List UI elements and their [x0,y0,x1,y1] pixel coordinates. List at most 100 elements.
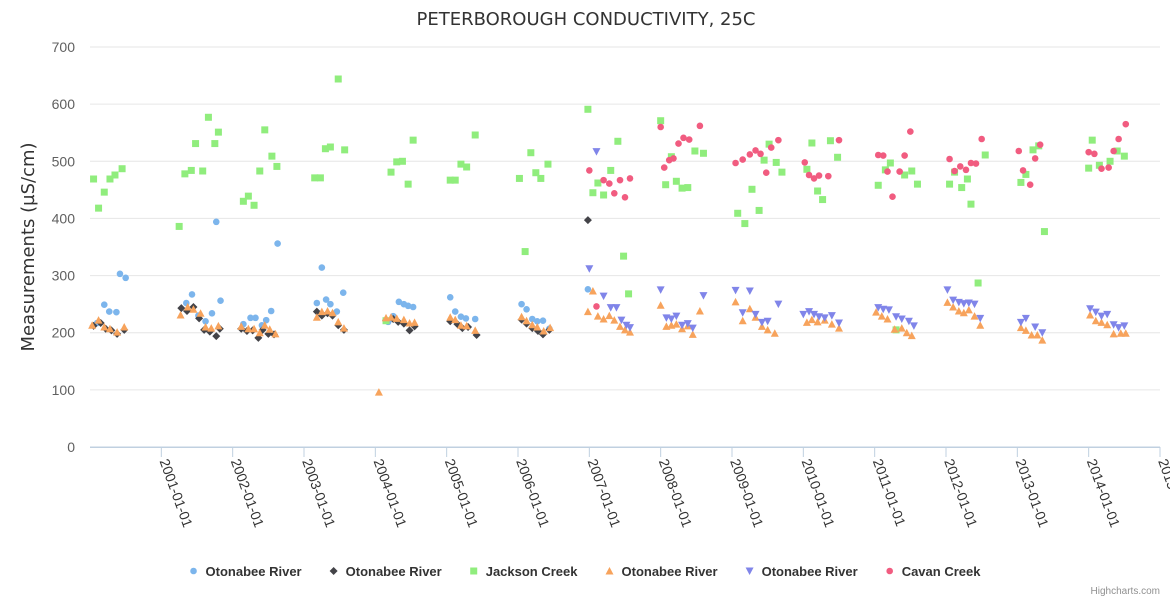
legend-symbol[interactable] [605,567,614,575]
data-point[interactable] [1086,311,1095,319]
data-point[interactable] [904,317,913,326]
data-point[interactable] [746,151,754,158]
data-point[interactable] [316,174,324,182]
data-point[interactable] [889,193,896,201]
data-point[interactable] [605,311,614,320]
legend-item[interactable]: Otonabee River [329,564,442,579]
data-point[interactable] [976,321,985,329]
data-point[interactable] [752,147,759,154]
data-point[interactable] [778,168,786,176]
data-point[interactable] [606,180,613,187]
data-point[interactable] [684,184,692,192]
data-point[interactable] [446,176,454,184]
data-point[interactable] [964,299,973,308]
data-point[interactable] [1098,165,1105,173]
data-point[interactable] [318,264,326,271]
data-point[interactable] [533,323,542,331]
data-point[interactable] [451,176,459,184]
data-point[interactable] [244,324,253,333]
data-point[interactable] [699,292,708,300]
data-point[interactable] [1091,308,1100,317]
data-point[interactable] [334,317,343,326]
data-point[interactable] [202,317,209,325]
data-point[interactable] [763,325,772,334]
data-point[interactable] [322,296,330,303]
data-point[interactable] [622,321,631,330]
data-point[interactable] [872,308,881,316]
data-point[interactable] [323,307,332,315]
data-point[interactable] [763,317,772,326]
data-point[interactable] [813,317,822,326]
data-point[interactable] [515,174,523,182]
data-point[interactable] [946,155,953,163]
legend-symbol[interactable] [886,567,893,575]
data-point[interactable] [757,318,766,327]
data-point[interactable] [967,200,975,208]
data-point[interactable] [1103,310,1112,319]
data-point[interactable] [111,171,119,179]
data-point[interactable] [981,151,989,159]
data-point[interactable] [88,321,97,329]
data-point[interactable] [252,314,259,322]
data-point[interactable] [819,196,827,204]
data-point[interactable] [884,306,893,314]
data-point[interactable] [211,140,219,148]
data-point[interactable] [962,166,970,174]
data-point[interactable] [533,317,541,325]
data-point[interactable] [1091,316,1100,325]
legend-item[interactable]: Cavan Creek [886,564,981,579]
data-point[interactable] [471,326,480,334]
data-point[interactable] [616,176,624,184]
data-point[interactable] [607,166,615,174]
data-point[interactable] [175,222,183,230]
data-point[interactable] [610,316,619,324]
data-point[interactable] [678,184,686,192]
data-point[interactable] [1016,323,1025,332]
data-point[interactable] [751,310,760,319]
data-point[interactable] [621,325,629,334]
data-point[interactable] [738,316,747,325]
data-point[interactable] [967,159,975,167]
data-point[interactable] [247,314,254,322]
data-point[interactable] [801,159,809,166]
data-point[interactable] [685,136,693,143]
data-point[interactable] [212,332,221,341]
data-point[interactable] [805,308,814,316]
data-point[interactable] [214,128,222,136]
legend-symbol[interactable] [190,567,197,575]
data-point[interactable] [204,113,212,121]
data-point[interactable] [471,131,479,139]
data-point[interactable] [189,305,198,313]
data-point[interactable] [446,293,454,301]
data-point[interactable] [672,320,681,328]
data-point[interactable] [317,307,326,316]
data-point[interactable] [339,324,348,332]
data-point[interactable] [943,286,952,294]
data-point[interactable] [606,304,615,312]
data-point[interactable] [463,163,471,171]
data-point[interactable] [583,216,592,225]
data-point[interactable] [409,303,417,311]
data-point[interactable] [261,126,269,134]
data-point[interactable] [963,175,971,183]
data-point[interactable] [544,160,552,168]
data-point[interactable] [909,322,918,330]
data-point[interactable] [187,166,195,174]
data-point[interactable] [834,153,842,161]
data-point[interactable] [586,167,593,174]
data-point[interactable] [600,176,607,184]
data-point[interactable] [972,160,980,167]
data-point[interactable] [1026,181,1034,189]
data-point[interactable] [188,291,196,298]
data-point[interactable] [656,301,665,309]
data-point[interactable] [896,168,903,175]
data-point[interactable] [835,324,843,332]
data-point[interactable] [374,388,383,396]
data-point[interactable] [589,189,597,197]
data-point[interactable] [456,321,465,329]
data-point[interactable] [392,314,401,322]
data-point[interactable] [774,300,783,309]
data-point[interactable] [810,310,819,319]
data-point[interactable] [341,146,349,154]
data-point[interactable] [274,240,281,247]
